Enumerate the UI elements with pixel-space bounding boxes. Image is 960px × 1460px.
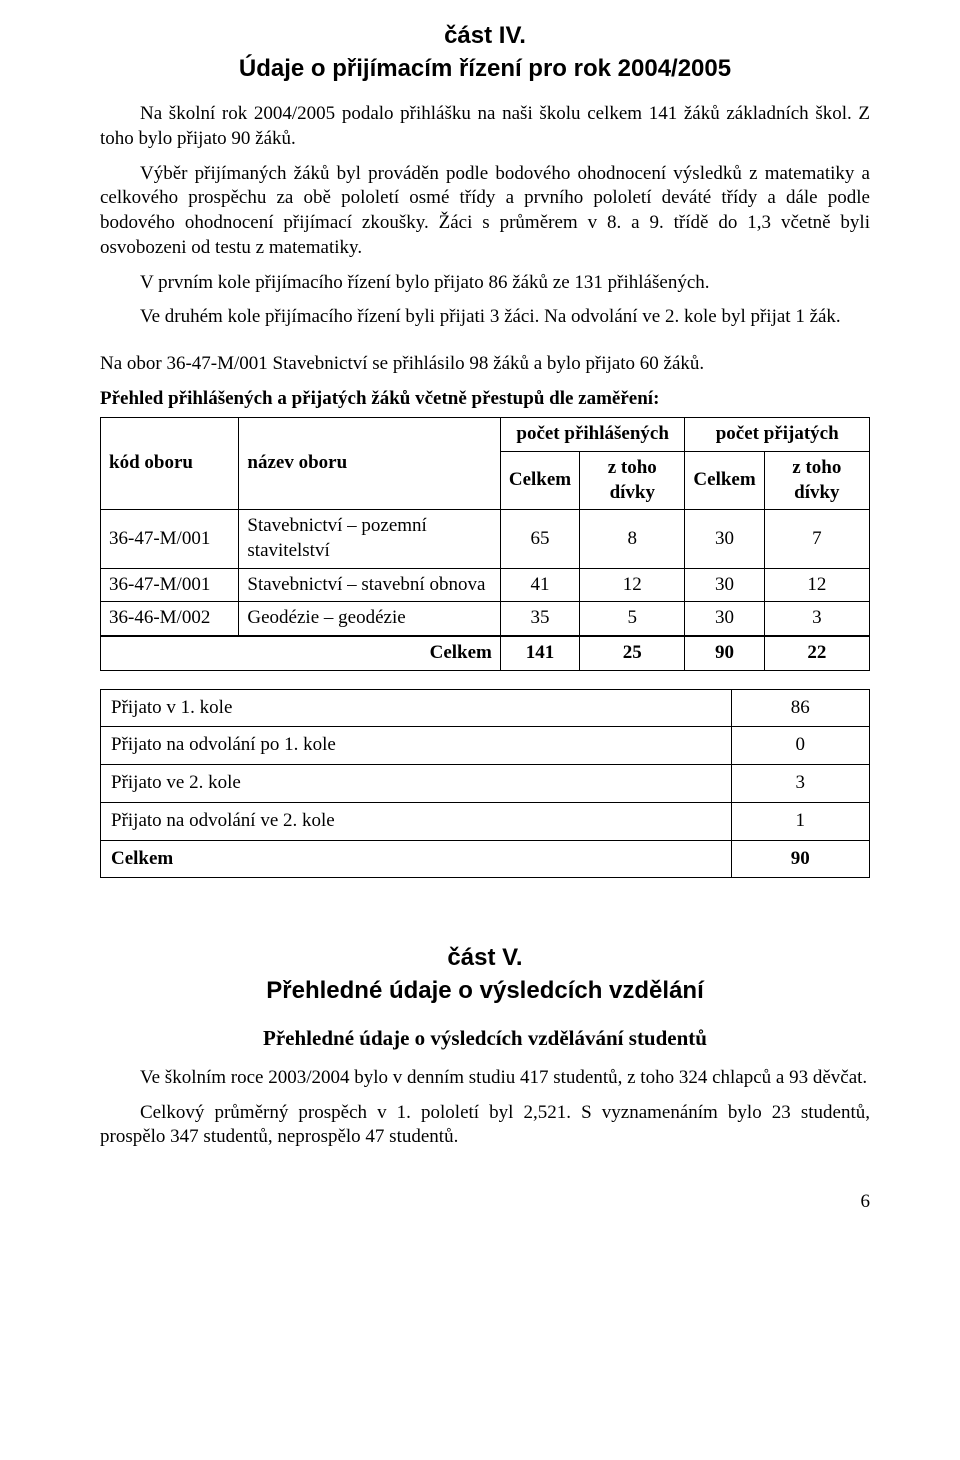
summary-label: Přijato ve 2. kole [101, 765, 732, 803]
cell-a: 65 [500, 510, 579, 568]
summary-val: 90 [731, 840, 869, 878]
cell-d: 12 [764, 568, 869, 602]
cell-c: 30 [685, 568, 764, 602]
table-row: Přijato na odvolání po 1. kole 0 [101, 727, 870, 765]
cell-d: 7 [764, 510, 869, 568]
th-prihlas: počet přihlášených [500, 418, 685, 452]
th-celkem-1: Celkem [500, 451, 579, 509]
total-label: Celkem [101, 636, 501, 670]
table-row: Přijato v 1. kole 86 [101, 689, 870, 727]
total-b: 25 [580, 636, 685, 670]
part4-obor-line: Na obor 36-47-M/001 Stavebnictví se přih… [100, 352, 870, 377]
total-a: 141 [500, 636, 579, 670]
summary-val: 1 [731, 802, 869, 840]
cell-d: 3 [764, 602, 869, 636]
table-total-row: Celkem 141 25 90 22 [101, 636, 870, 670]
cell-c: 30 [685, 510, 764, 568]
cell-nazev: Geodézie – geodézie [239, 602, 500, 636]
cell-b: 12 [580, 568, 685, 602]
part5-heading: část V. [100, 942, 870, 973]
summary-val: 86 [731, 689, 869, 727]
th-celkem-2: Celkem [685, 451, 764, 509]
page-number: 6 [100, 1190, 870, 1215]
summary-val: 0 [731, 727, 869, 765]
table-row: Přijato ve 2. kole 3 [101, 765, 870, 803]
summary-table: Přijato v 1. kole 86 Přijato na odvolání… [100, 689, 870, 878]
cell-b: 8 [580, 510, 685, 568]
cell-a: 35 [500, 602, 579, 636]
part4-para2: Výběr přijímaných žáků byl prováděn podl… [100, 162, 870, 261]
part4-para1: Na školní rok 2004/2005 podalo přihlášku… [100, 102, 870, 151]
table-row: Přijato na odvolání ve 2. kole 1 [101, 802, 870, 840]
part4-subheading: Údaje o přijímacím řízení pro rok 2004/2… [100, 53, 870, 84]
cell-kod: 36-47-M/001 [101, 568, 239, 602]
cell-nazev: Stavebnictví – stavební obnova [239, 568, 500, 602]
part4-heading: část IV. [100, 20, 870, 51]
cell-nazev: Stavebnictví – pozemní stavitelství [239, 510, 500, 568]
part5-para1: Ve školním roce 2003/2004 bylo v denním … [100, 1066, 870, 1091]
summary-val: 3 [731, 765, 869, 803]
fields-table: kód oboru název oboru počet přihlášených… [100, 417, 870, 671]
part4-para3: V prvním kole přijímacího řízení bylo př… [100, 271, 870, 296]
th-prijat: počet přijatých [685, 418, 870, 452]
part5-subheading: Přehledné údaje o výsledcích vzdělání [100, 975, 870, 1006]
th-ztoho-2: z toho dívky [764, 451, 869, 509]
summary-label: Přijato na odvolání ve 2. kole [101, 802, 732, 840]
cell-b: 5 [580, 602, 685, 636]
cell-kod: 36-47-M/001 [101, 510, 239, 568]
total-d: 22 [764, 636, 869, 670]
table-row: Celkem 90 [101, 840, 870, 878]
th-nazev: název oboru [239, 418, 500, 510]
table-row: 36-46-M/002 Geodézie – geodézie 35 5 30 … [101, 602, 870, 636]
table-row: 36-47-M/001 Stavebnictví – stavební obno… [101, 568, 870, 602]
summary-label: Přijato na odvolání po 1. kole [101, 727, 732, 765]
part5-sub2: Přehledné údaje o výsledcích vzdělávání … [100, 1025, 870, 1052]
th-ztoho-1: z toho dívky [580, 451, 685, 509]
th-kod: kód oboru [101, 418, 239, 510]
cell-kod: 36-46-M/002 [101, 602, 239, 636]
summary-label: Celkem [101, 840, 732, 878]
part4-para4: Ve druhém kole přijímacího řízení byli p… [100, 305, 870, 330]
part5-para2: Celkový průměrný prospěch v 1. pololetí … [100, 1101, 870, 1150]
table-row: 36-47-M/001 Stavebnictví – pozemní stavi… [101, 510, 870, 568]
table-caption: Přehled přihlášených a přijatých žáků vč… [100, 387, 870, 412]
cell-c: 30 [685, 602, 764, 636]
cell-a: 41 [500, 568, 579, 602]
total-c: 90 [685, 636, 764, 670]
summary-label: Přijato v 1. kole [101, 689, 732, 727]
